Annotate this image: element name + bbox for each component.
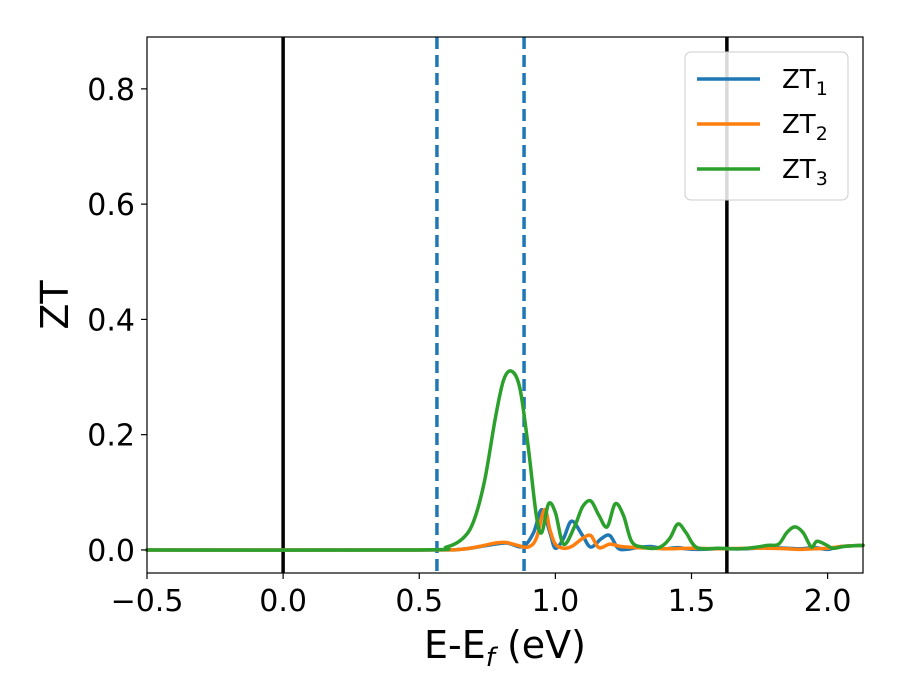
- y-tick-label: 0.4: [87, 303, 135, 338]
- x-axis-label: E-Ef (eV): [424, 623, 586, 673]
- y-tick-label: 0.8: [87, 73, 135, 108]
- x-axis-ticks: −0.5 0.0 0.5 1.0 1.5 2.0: [111, 573, 852, 619]
- legend-box: [684, 51, 849, 201]
- series-line-zt3: [145, 369, 865, 552]
- y-tick-label: 0.2: [87, 419, 135, 454]
- y-tick-label: 0.6: [87, 188, 135, 223]
- series-layer: [145, 369, 865, 552]
- x-tick-label: 2.0: [804, 584, 852, 619]
- x-axis-label-unit: (eV): [495, 623, 586, 667]
- y-tick-label: 0.0: [87, 534, 135, 569]
- series-line-zt2: [145, 507, 865, 552]
- legend: ZT1 ZT2 ZT3: [684, 51, 849, 201]
- x-tick-label: 1.0: [532, 584, 580, 619]
- legend-entry-zt1: ZT1: [782, 65, 828, 100]
- legend-entry-zt2: ZT2: [782, 110, 828, 145]
- x-tick-label: −0.5: [111, 584, 184, 619]
- x-tick-label: 1.5: [668, 584, 716, 619]
- x-tick-label: 0.0: [259, 584, 307, 619]
- legend-entry-zt3: ZT3: [782, 155, 828, 190]
- x-tick-label: 0.5: [395, 584, 443, 619]
- y-axis-ticks: 0.0 0.2 0.4 0.6 0.8: [87, 73, 147, 569]
- plot-frame: [146, 36, 864, 574]
- y-axis-label: ZT: [33, 280, 77, 330]
